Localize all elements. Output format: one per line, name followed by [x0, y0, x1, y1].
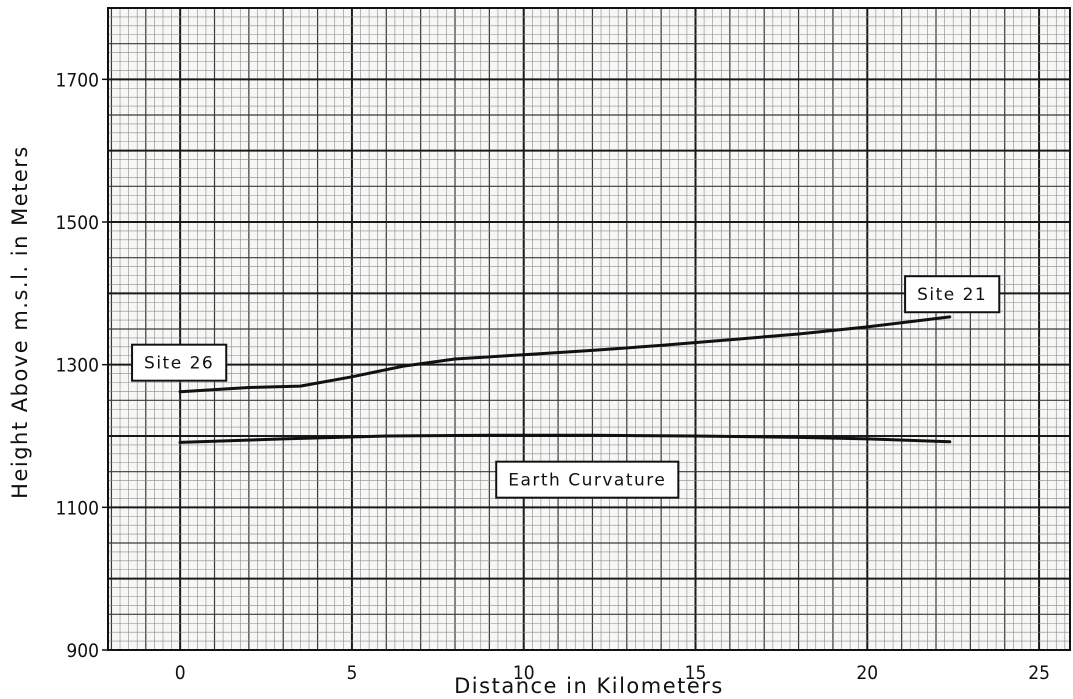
y-tick-label: 1700	[56, 69, 100, 91]
plot-border	[107, 7, 1071, 651]
x-tick-label: 20	[856, 662, 878, 684]
x-tick-label: 10	[513, 662, 535, 684]
x-axis-title: Distance in Kilometers	[454, 674, 724, 698]
site-26-label: Site 26	[131, 343, 228, 382]
y-tick-label: 1300	[56, 355, 100, 377]
earth-curvature-label: Earth Curvature	[495, 460, 680, 499]
series-layer	[178, 315, 952, 444]
annotation-text: Earth Curvature	[508, 471, 666, 491]
earth-curvature-line	[178, 433, 952, 444]
annotation-box	[495, 460, 680, 499]
site-21-label: Site 21	[904, 275, 1001, 314]
annotation-box	[904, 275, 1001, 314]
x-tick-label: 5	[346, 662, 357, 684]
y-axis-ticks: 900 1100 1300 1500 1700	[56, 69, 108, 662]
y-tick-label: 1500	[56, 212, 100, 234]
annotation-text: Site 21	[917, 285, 987, 305]
terrain-profile-line	[178, 315, 952, 394]
y-tick-label: 900	[66, 640, 99, 662]
annotation-text: Site 26	[144, 354, 214, 374]
annotation-box	[131, 343, 228, 382]
x-tick-label: 15	[685, 662, 707, 684]
x-tick-label: 0	[175, 662, 186, 684]
x-tick-label: 25	[1028, 662, 1050, 684]
annotation-layer: Site 26 Site 21 Earth Curvature	[131, 275, 1001, 499]
y-axis-title: Height Above m.s.l. in Meters	[8, 145, 32, 499]
y-tick-label: 1100	[56, 497, 100, 519]
x-axis-ticks: 0 5 10 15 20 25	[175, 662, 1050, 684]
